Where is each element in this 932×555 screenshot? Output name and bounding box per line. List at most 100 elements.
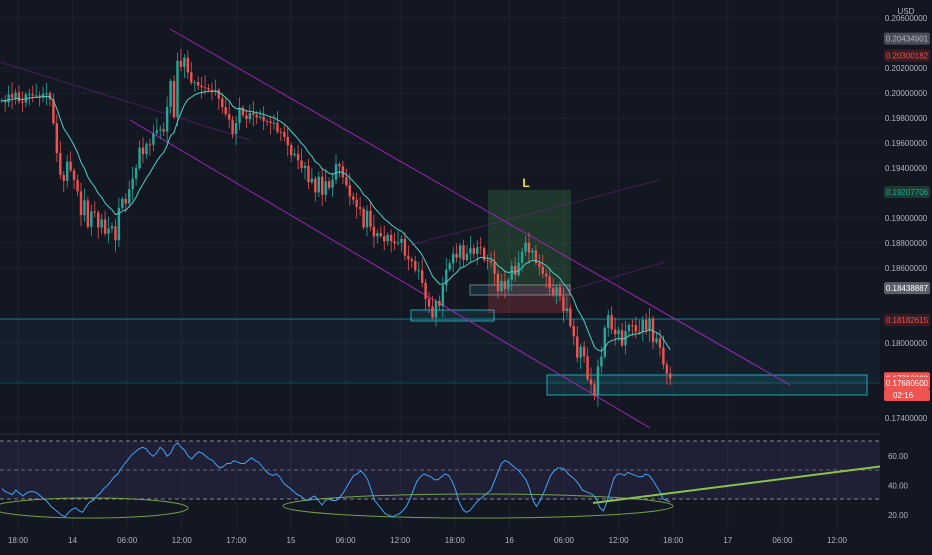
price-tick-label: 0.20000000 bbox=[885, 89, 928, 98]
candle-body bbox=[662, 347, 665, 365]
price-tick-label: 0.19000000 bbox=[885, 214, 928, 223]
rsi-divergence-ellipse-left bbox=[0, 497, 189, 519]
candle-body bbox=[613, 329, 617, 335]
candle-body bbox=[431, 306, 434, 318]
price-badge bbox=[884, 186, 930, 199]
candle-body bbox=[341, 166, 345, 178]
candle-body bbox=[379, 233, 383, 236]
candle-body bbox=[648, 318, 651, 331]
candle-body bbox=[334, 164, 338, 180]
candle-body bbox=[38, 95, 41, 98]
candle-body bbox=[69, 161, 72, 171]
candle-body bbox=[441, 285, 445, 307]
candle-body bbox=[124, 198, 127, 204]
price-tick-label: 0.20600000 bbox=[885, 14, 928, 23]
candle-body bbox=[238, 107, 241, 124]
price-tick-label: 0.18800000 bbox=[885, 239, 928, 248]
candle-body bbox=[65, 161, 69, 181]
candle-body bbox=[234, 123, 238, 134]
candle-body bbox=[513, 265, 517, 275]
candle-body bbox=[272, 122, 276, 124]
candle-body bbox=[265, 121, 269, 122]
candle-body bbox=[296, 153, 300, 161]
candle-body bbox=[348, 185, 351, 197]
price-badge-label: 0.19207706 bbox=[886, 188, 929, 197]
candle-body bbox=[389, 234, 393, 242]
time-axis: 18:00 14 06:00 12:00 17:00 15 06:00 12:00 18:00 1… bbox=[0, 530, 932, 550]
entry-box bbox=[469, 284, 571, 296]
candle-body bbox=[72, 170, 76, 180]
candle-body bbox=[414, 261, 417, 271]
time-axis-background bbox=[0, 530, 932, 550]
candle-body bbox=[289, 145, 293, 156]
demand-zone-band bbox=[0, 319, 880, 383]
time-tick-label: 17 bbox=[723, 536, 732, 545]
candle-body bbox=[14, 92, 17, 98]
candle-body bbox=[451, 253, 455, 264]
candle-body bbox=[638, 331, 641, 333]
candle-body bbox=[610, 315, 613, 330]
candle-body bbox=[345, 177, 348, 186]
rsi-trendline bbox=[592, 465, 885, 504]
candle-body bbox=[493, 262, 496, 274]
candle-body bbox=[527, 242, 531, 253]
candle-body bbox=[145, 144, 148, 155]
time-tick-label: 12:00 bbox=[609, 536, 630, 545]
candle-body bbox=[641, 320, 644, 333]
candle-body bbox=[362, 208, 365, 228]
price-tick-label: 0.18000000 bbox=[885, 339, 928, 348]
candle-body bbox=[665, 364, 669, 374]
candle-body bbox=[93, 211, 96, 213]
candle-body bbox=[482, 248, 486, 261]
candle-body bbox=[324, 181, 327, 195]
rsi-tick-label: 60.00 bbox=[888, 452, 909, 461]
candle-body bbox=[472, 248, 476, 254]
price-badge-label: 0.17680500 bbox=[886, 379, 929, 388]
candle-body bbox=[455, 253, 458, 258]
candle-body bbox=[520, 251, 524, 263]
candle-body bbox=[279, 131, 283, 133]
candle-body bbox=[165, 106, 169, 132]
countdown-badge bbox=[884, 388, 930, 401]
projection-line-b bbox=[569, 261, 666, 291]
candle-body bbox=[424, 282, 427, 299]
candle-body bbox=[224, 107, 227, 115]
candle-body bbox=[217, 89, 221, 99]
candle-body bbox=[262, 116, 265, 121]
time-tick-label: 06:00 bbox=[117, 536, 138, 545]
candle-body bbox=[510, 265, 513, 280]
candle-body bbox=[79, 191, 83, 216]
time-tick-label: 15 bbox=[287, 536, 296, 545]
candle-body bbox=[21, 101, 24, 103]
rsi-line bbox=[1, 442, 671, 518]
candle-body bbox=[596, 366, 600, 396]
candle-body bbox=[55, 123, 59, 154]
candle-body bbox=[327, 181, 331, 188]
rsi-tick-label: 20.00 bbox=[888, 511, 909, 520]
candle-body bbox=[620, 330, 624, 346]
candle-body bbox=[134, 167, 138, 179]
candle-body bbox=[496, 273, 500, 292]
candle-body bbox=[403, 238, 407, 256]
candle-body bbox=[86, 200, 90, 227]
position-label: L bbox=[522, 176, 529, 190]
candle-body bbox=[669, 373, 672, 379]
candle-body bbox=[486, 260, 489, 262]
price-badge bbox=[884, 282, 930, 295]
candle-body bbox=[83, 200, 86, 216]
candle-body bbox=[410, 259, 414, 262]
candle-body bbox=[617, 330, 620, 335]
candle-body bbox=[489, 260, 493, 263]
candle-body bbox=[196, 82, 200, 86]
price-tick-label: 0.19800000 bbox=[885, 114, 928, 123]
candle-body bbox=[555, 287, 558, 295]
candle-body bbox=[155, 130, 159, 134]
candle-body bbox=[569, 308, 572, 326]
candle-body bbox=[572, 326, 575, 337]
rsi-tick-label: 40.00 bbox=[888, 482, 909, 491]
channel-upper-line bbox=[169, 28, 791, 386]
candle-body bbox=[200, 85, 203, 88]
candle-body bbox=[579, 346, 582, 358]
candle-body bbox=[314, 178, 317, 193]
